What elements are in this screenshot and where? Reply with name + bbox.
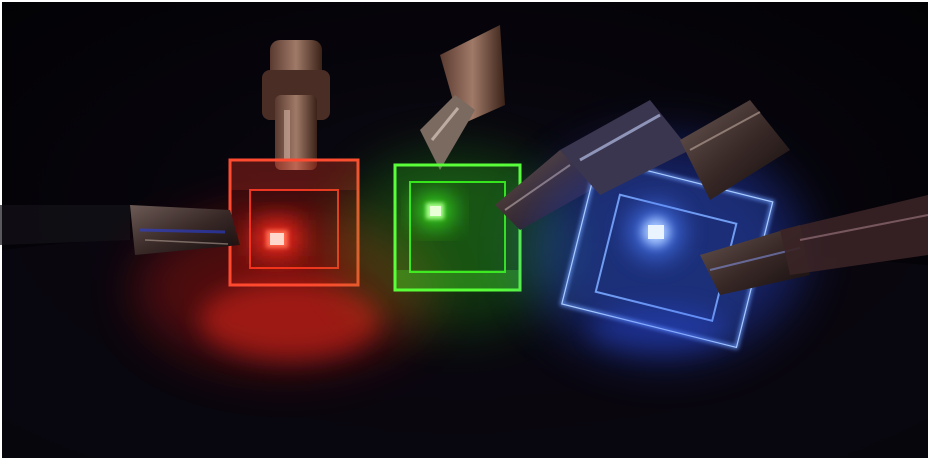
blue-surface-reflection [590,308,730,352]
blue-emitting-pixel [648,225,664,239]
blue-far-right-clip [780,195,929,275]
red-surface-reflection [200,280,380,360]
green-top-clip [420,25,505,170]
red-left-clip [130,205,240,255]
red-emitting-pixel [270,233,284,245]
blue-top-right-clip [680,100,790,200]
blue-top-left-clip [560,100,690,195]
green-emitting-pixel [430,206,441,216]
left-cable-shadow [0,205,130,245]
red-top-clip [262,40,330,170]
green-substrate [395,165,520,290]
green-oled-device [335,25,600,330]
green-electrode-frame [409,181,506,273]
blue-oled-device [525,100,929,360]
